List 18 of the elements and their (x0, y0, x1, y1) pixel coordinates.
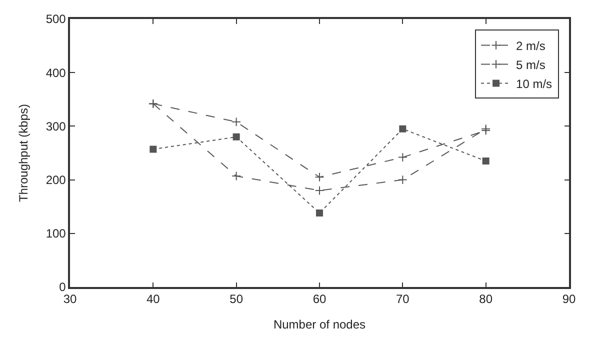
y-tick-label: 100 (46, 226, 66, 241)
y-tick-label: 0 (59, 280, 66, 294)
x-tick-label: 60 (312, 292, 326, 306)
x-tick-label: 90 (562, 292, 576, 306)
x-tick-label: 70 (396, 292, 410, 306)
x-tick-label: 40 (146, 292, 160, 306)
legend-label: 5 m/s (516, 58, 546, 72)
x-tick-label: 50 (230, 292, 244, 306)
y-tick-label: 200 (46, 173, 66, 187)
legend-label: 10 m/s (516, 76, 552, 91)
y-tick-label: 500 (46, 12, 66, 26)
x-tick-label: 80 (479, 292, 493, 306)
y-tick-label: 300 (46, 119, 66, 134)
x-axis-title: Number of nodes (273, 318, 366, 332)
y-tick-label: 400 (46, 66, 66, 80)
legend-label: 2 m/s (516, 38, 546, 53)
x-tick-label: 30 (63, 292, 77, 306)
y-axis-title: Throughput (kbps) (16, 104, 31, 202)
